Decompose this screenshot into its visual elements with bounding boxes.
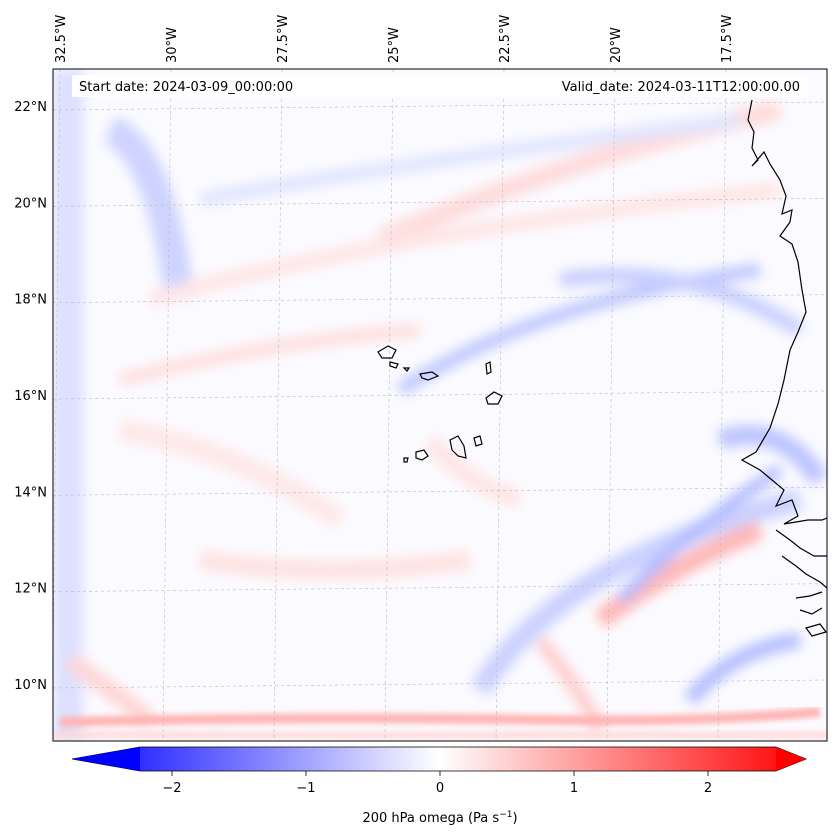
colorbar-tick-label: 2: [704, 781, 712, 796]
island-boa-vista: [485, 391, 503, 405]
gridline-longitude: [273, 69, 283, 741]
latitude-tick-labels: 10°N 12°N 14°N 16°N 18°N 20°N 22°N: [14, 100, 47, 693]
colorbar-tick-label: −1: [296, 781, 315, 796]
latitude-tick-label: 22°N: [14, 100, 47, 115]
gridline-longitude: [162, 69, 172, 741]
colorbar-ticks: −2 −1 0 1 2: [162, 771, 712, 796]
gridline-longitude: [717, 69, 727, 741]
gridline-longitude: [384, 69, 394, 741]
island-brava: [403, 457, 409, 463]
map-frame: [52, 68, 828, 742]
colorbar-tick-label: 1: [570, 781, 578, 796]
latitude-tick-label: 14°N: [14, 485, 47, 500]
field-blob: [53, 69, 83, 741]
field-band: [558, 267, 805, 337]
coastlines: [377, 99, 827, 637]
africa-coastline: [804, 623, 827, 637]
field-band: [422, 434, 523, 509]
field-band: [198, 550, 472, 580]
africa-coastline: [799, 607, 823, 615]
longitude-tick-label: 27.5°W: [276, 15, 291, 63]
omega-field: [53, 69, 827, 741]
start-date-label: Start date: 2024-03-09_00:00:00: [79, 80, 293, 95]
field-band: [716, 425, 827, 486]
colorbar-label: 200 hPa omega (Pa s−1): [362, 810, 517, 826]
field-band: [470, 489, 803, 696]
longitude-tick-label: 32.5°W: [54, 15, 69, 63]
island-sao-vicente: [389, 361, 399, 369]
field-band: [103, 116, 195, 302]
island-maio: [473, 435, 483, 447]
longitude-tick-label: 30°W: [165, 27, 180, 63]
field-band: [118, 323, 421, 387]
africa-coastline: [775, 529, 827, 557]
africa-coastline: [795, 591, 823, 599]
longitude-tick-labels: 32.5°W 30°W 27.5°W 25°W 22.5°W 20°W 17.5°W: [54, 15, 735, 63]
field-band: [118, 419, 347, 530]
island-santo-antao: [377, 345, 397, 359]
colorbar-body: [71, 746, 808, 772]
colorbar-extend-min: [72, 747, 140, 771]
field-band: [198, 113, 741, 207]
colorbar-extend-max: [776, 747, 806, 771]
latitude-tick-label: 10°N: [14, 678, 47, 693]
island-sao-nicolau: [419, 371, 440, 381]
colorbar-tick-label: −2: [162, 781, 181, 796]
field-band: [615, 464, 784, 605]
field-band: [59, 707, 821, 727]
longitude-tick-label: 20°W: [609, 27, 624, 63]
map-area: [53, 69, 827, 741]
island-santiago: [449, 435, 467, 459]
longitude-tick-label: 17.5°W: [720, 15, 735, 63]
longitude-tick-label: 22.5°W: [498, 15, 513, 63]
info-box: [72, 75, 808, 97]
longitude-tick-label: 25°W: [387, 27, 402, 63]
field-band: [594, 520, 764, 629]
colorbar-tick-label: 0: [436, 781, 444, 796]
gridline-longitude: [606, 69, 616, 741]
latitude-tick-label: 16°N: [14, 389, 47, 404]
latitude-tick-label: 20°N: [14, 196, 47, 211]
island-santa-luzia: [402, 367, 411, 372]
latitude-tick-label: 18°N: [14, 293, 47, 308]
africa-coastline: [781, 555, 827, 589]
field-band: [147, 182, 781, 308]
field-band: [683, 632, 802, 706]
gridline-longitude: [495, 69, 505, 741]
latitude-tick-label: 12°N: [14, 582, 47, 597]
colorbar: −2 −1 0 1 2 200 hPa omega (Pa s−1): [71, 746, 808, 826]
valid-date-label: Valid_date: 2024-03-11T12:00:00.00: [562, 80, 800, 95]
island-sal: [485, 361, 492, 375]
field-band: [64, 652, 156, 728]
africa-coastline: [740, 99, 827, 525]
island-fogo: [415, 449, 429, 461]
gridlines: [53, 69, 827, 741]
